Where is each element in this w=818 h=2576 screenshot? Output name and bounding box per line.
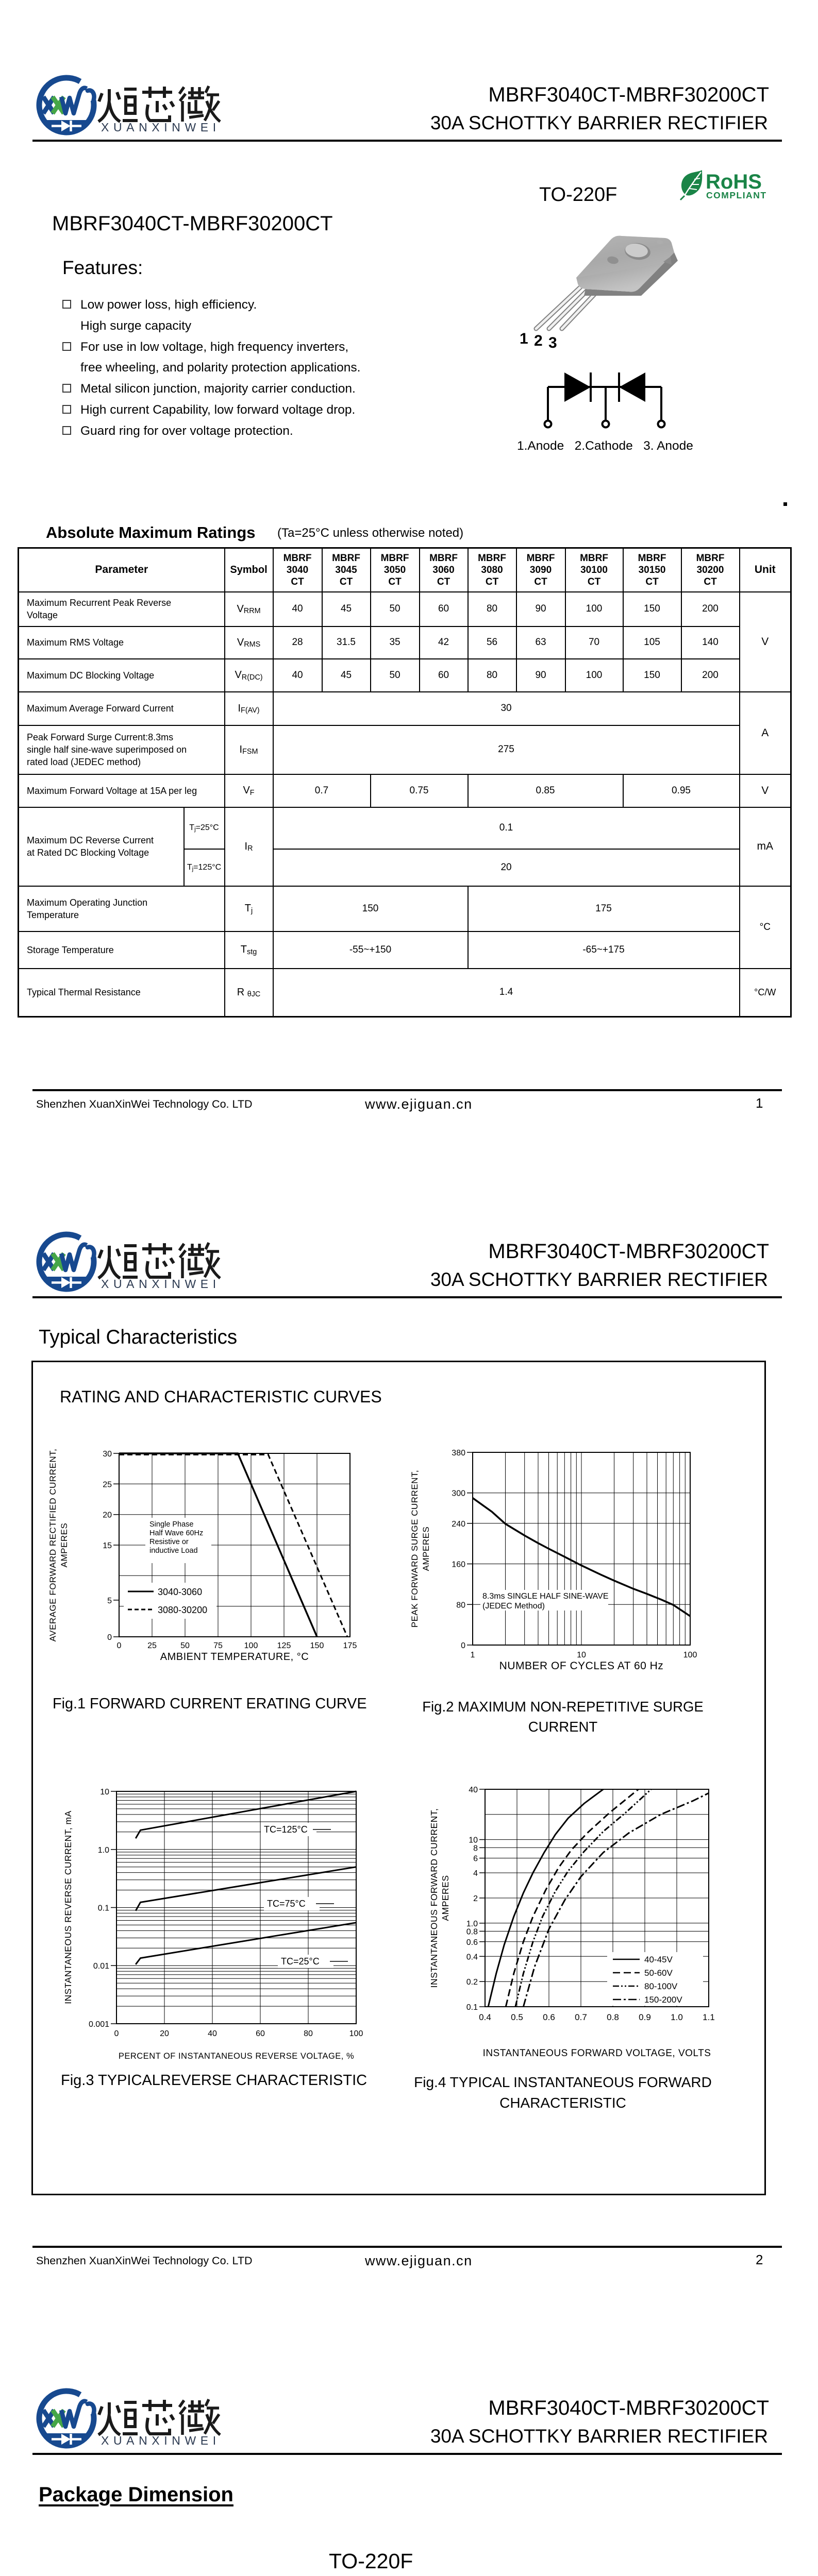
svg-text:1: 1	[520, 330, 528, 347]
svg-text:AVERAGE FORWARD RECTIFIED CURR: AVERAGE FORWARD RECTIFIED CURRENT,	[48, 1449, 58, 1642]
svg-text:0: 0	[461, 1641, 465, 1650]
svg-text:25: 25	[103, 1480, 112, 1489]
svg-text:40: 40	[208, 2029, 217, 2038]
svg-text:10: 10	[469, 1836, 478, 1845]
svg-text:1.0: 1.0	[98, 1846, 109, 1855]
svg-text:40-45V: 40-45V	[644, 1955, 673, 1964]
svg-text:1.0: 1.0	[671, 2012, 683, 2022]
svg-text:175: 175	[343, 1641, 357, 1650]
svg-text:15: 15	[103, 1541, 112, 1550]
svg-text:0.4: 0.4	[466, 1953, 478, 1961]
svg-text:INSTANTANEOUS FORWARD CURRENT,: INSTANTANEOUS FORWARD CURRENT,	[429, 1808, 439, 1988]
svg-text:2: 2	[473, 1894, 478, 1903]
svg-text:80: 80	[456, 1601, 465, 1609]
svg-text:25: 25	[147, 1641, 157, 1650]
svg-text:300: 300	[452, 1489, 465, 1498]
svg-text:5: 5	[107, 1597, 112, 1605]
svg-text:0.6: 0.6	[543, 2012, 555, 2022]
svg-text:AMPERES: AMPERES	[59, 1523, 69, 1568]
svg-text:inductive Load: inductive Load	[149, 1547, 198, 1555]
svg-text:TC=25°C: TC=25°C	[281, 1956, 320, 1967]
svg-text:0: 0	[107, 1633, 112, 1642]
svg-text:AMBIENT TEMPERATURE, °C: AMBIENT TEMPERATURE, °C	[160, 1651, 309, 1663]
svg-text:0.7: 0.7	[575, 2012, 587, 2022]
svg-text:INSTANTANEOUS FORWARD VOLTAGE,: INSTANTANEOUS FORWARD VOLTAGE, VOLTS	[483, 2048, 711, 2059]
svg-text:0.1: 0.1	[466, 2003, 478, 2012]
svg-text:8.3ms SINGLE HALF SINE-WAVE: 8.3ms SINGLE HALF SINE-WAVE	[482, 1592, 609, 1601]
svg-text:100: 100	[683, 1651, 697, 1659]
svg-text:AMPERES: AMPERES	[421, 1527, 431, 1571]
svg-text:80: 80	[304, 2029, 313, 2038]
svg-text:20: 20	[160, 2029, 169, 2038]
svg-text:100: 100	[244, 1641, 258, 1650]
svg-text:Single Phase: Single Phase	[149, 1520, 193, 1529]
svg-text:3080-30200: 3080-30200	[158, 1605, 207, 1615]
svg-text:0.4: 0.4	[479, 2012, 491, 2022]
svg-text:TC=125°C: TC=125°C	[264, 1824, 308, 1835]
svg-text:PEAK FORWARD SURGE CURRENT,: PEAK FORWARD SURGE CURRENT,	[410, 1470, 420, 1628]
svg-text:INSTANTANEOUS REVERSE CURRENT,: INSTANTANEOUS REVERSE CURRENT, mA	[63, 1810, 73, 2004]
svg-text:380: 380	[452, 1449, 465, 1458]
svg-text:4: 4	[473, 1869, 478, 1878]
svg-text:0.8: 0.8	[607, 2012, 619, 2022]
svg-text:0.9: 0.9	[639, 2012, 651, 2022]
svg-text:75: 75	[213, 1641, 223, 1650]
svg-text:1: 1	[471, 1651, 475, 1659]
svg-text:0.2: 0.2	[466, 1978, 478, 1987]
svg-text:30: 30	[103, 1450, 112, 1459]
svg-text:20: 20	[103, 1511, 112, 1520]
svg-text:0.01: 0.01	[93, 1962, 109, 1971]
svg-text:0.1: 0.1	[98, 1904, 109, 1913]
svg-text:160: 160	[452, 1561, 465, 1569]
svg-text:8: 8	[473, 1844, 478, 1853]
svg-text:10: 10	[577, 1651, 586, 1659]
svg-text:240: 240	[452, 1520, 465, 1529]
svg-text:0.5: 0.5	[511, 2012, 523, 2022]
svg-text:NUMBER OF CYCLES AT 60 Hz: NUMBER OF CYCLES AT 60 Hz	[499, 1660, 664, 1672]
svg-text:3040-3060: 3040-3060	[158, 1587, 202, 1597]
svg-text:PERCENT OF INSTANTANEOUS REVER: PERCENT OF INSTANTANEOUS REVERSE VOLTAGE…	[119, 2052, 354, 2061]
svg-text:125: 125	[277, 1641, 291, 1650]
svg-text:50-60V: 50-60V	[644, 1968, 673, 1978]
svg-text:150-200V: 150-200V	[644, 1995, 682, 2005]
svg-text:10: 10	[100, 1788, 109, 1797]
svg-text:40: 40	[469, 1786, 478, 1794]
svg-text:1.1: 1.1	[703, 2012, 715, 2022]
svg-text:3: 3	[548, 334, 557, 351]
svg-text:RoHS: RoHS	[706, 171, 762, 193]
svg-text:150: 150	[310, 1641, 324, 1650]
svg-text:50: 50	[180, 1641, 190, 1650]
svg-text:0.001: 0.001	[89, 2020, 109, 2029]
svg-text:0: 0	[117, 1641, 122, 1650]
svg-text:6: 6	[473, 1855, 478, 1863]
svg-text:0.6: 0.6	[466, 1938, 478, 1947]
svg-text:0: 0	[114, 2029, 119, 2038]
svg-text:(JEDEC Method): (JEDEC Method)	[482, 1602, 545, 1611]
svg-text:60: 60	[256, 2029, 265, 2038]
svg-text:COMPLIANT: COMPLIANT	[706, 190, 767, 200]
svg-text:1.0: 1.0	[466, 1920, 478, 1928]
svg-text:AMPERES: AMPERES	[440, 1875, 450, 1921]
svg-text:100: 100	[349, 2029, 363, 2038]
svg-text:2: 2	[534, 332, 543, 349]
svg-text:0.8: 0.8	[466, 1928, 478, 1937]
svg-text:Half Wave 60Hz: Half Wave 60Hz	[149, 1529, 203, 1537]
svg-text:80-100V: 80-100V	[644, 1981, 678, 1991]
svg-text:TC=75°C: TC=75°C	[267, 1899, 306, 1909]
svg-text:Resistive or: Resistive or	[149, 1538, 189, 1546]
